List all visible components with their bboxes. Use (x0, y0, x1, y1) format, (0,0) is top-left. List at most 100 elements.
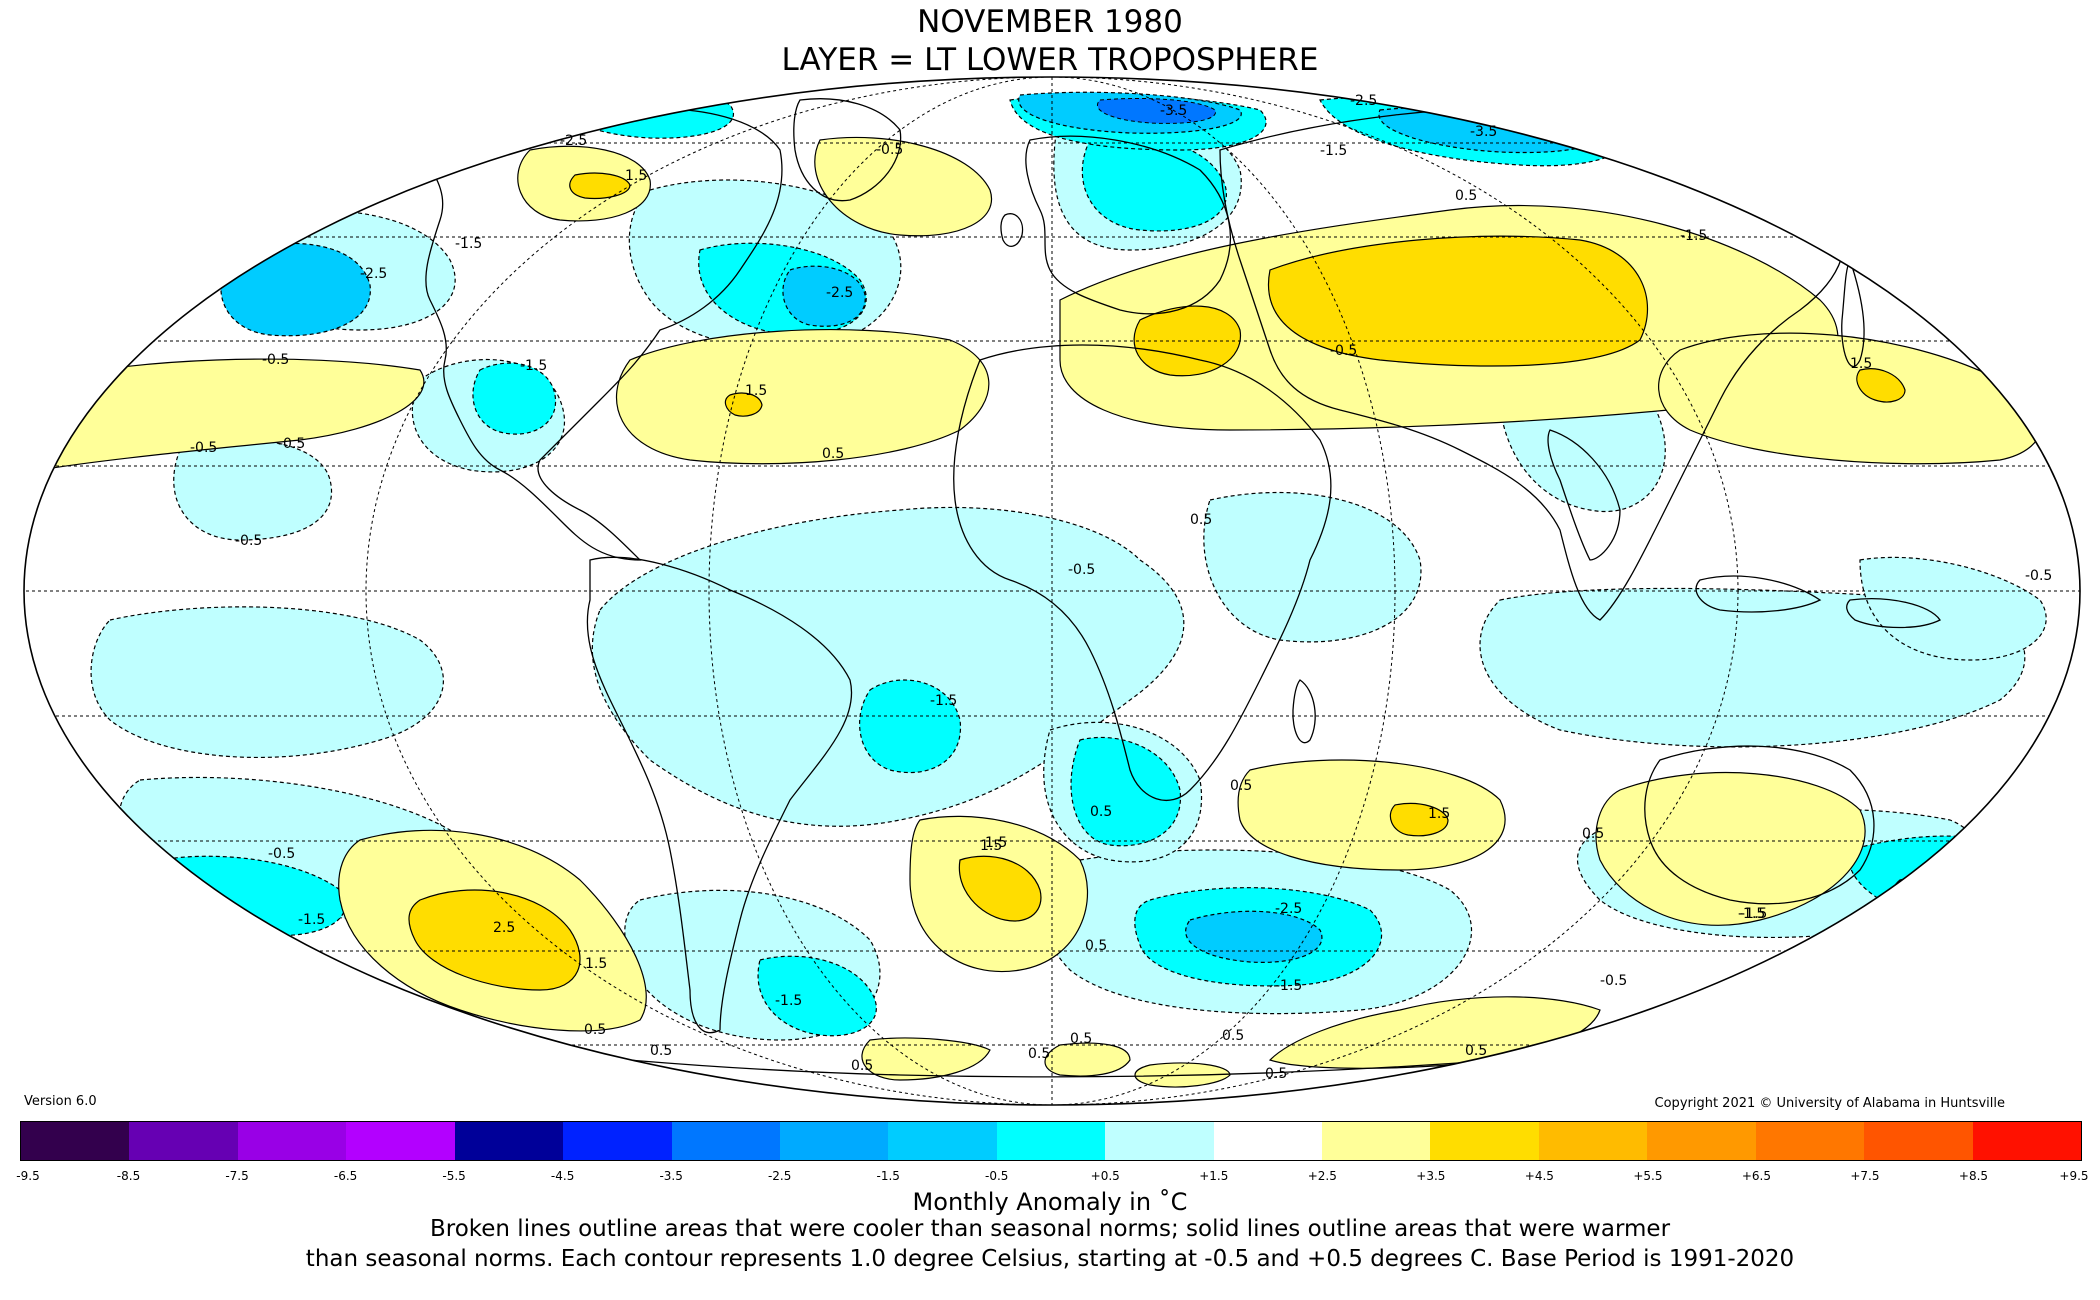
contour-label: 0.5 (851, 1058, 873, 1074)
contour-label: -0.5 (1068, 562, 1095, 578)
colorbar-tick-label: -7.5 (225, 1169, 249, 1183)
contour-label: -0.5 (268, 846, 295, 862)
colorbar-segment (888, 1122, 997, 1160)
anomaly-map: -2.5 1.5 -1.5 -2.5 -0.5 -0.5 -1.5 -0.5 1… (23, 76, 2081, 1106)
colorbar-tick-label: +7.5 (1850, 1169, 1880, 1183)
contour-label: 0.5 (1465, 1043, 1487, 1059)
contour-label: 0.5 (584, 1022, 606, 1038)
colorbar-title: Monthly Anomaly in ˚C (912, 1188, 1188, 1216)
explanation-line-2: than seasonal norms. Each contour repres… (305, 1246, 1795, 1272)
colorbar-tick-label: -0.5 (985, 1169, 1009, 1183)
colorbar-tick-label: +2.5 (1307, 1169, 1337, 1183)
contour-label: 0.5 (1222, 1028, 1244, 1044)
contour-label: 0.5 (1582, 826, 1604, 842)
contour-label: 0.5 (1265, 1066, 1287, 1082)
contour-label: -0.5 (278, 436, 305, 452)
contour-label: -0.5 (262, 352, 289, 368)
contour-label: -0.5 (190, 440, 217, 456)
map-subtitle: LAYER = LT LOWER TROPOSPHERE (781, 42, 1319, 78)
colorbar-tick-label: +6.5 (1741, 1169, 1771, 1183)
contour-label: -1.5 (1275, 978, 1302, 994)
contour-label: -1.5 (930, 693, 957, 709)
colorbar-segment (1105, 1122, 1214, 1160)
contour-label: -0.5 (876, 142, 903, 158)
contour-label: -0.5 (1330, 343, 1357, 359)
contour-label: 1.5 (745, 383, 767, 399)
colorbar-tick-label: +3.5 (1416, 1169, 1446, 1183)
contour-label: 1.5 (1850, 356, 1872, 372)
colorbar-tick-label: +5.5 (1633, 1169, 1663, 1183)
colorbar (20, 1121, 2082, 1161)
graticule (24, 77, 2080, 1105)
colorbar-segment (346, 1122, 455, 1160)
colorbar-segment (1430, 1122, 1539, 1160)
colorbar-segment (1213, 1122, 1323, 1160)
colorbar-tick-label: +4.5 (1524, 1169, 1554, 1183)
colorbar-tick-label: +1.5 (1199, 1169, 1229, 1183)
colorbar-segment (779, 1122, 889, 1160)
explanation-line-1: Broken lines outline areas that were coo… (429, 1216, 1671, 1242)
version-label: Version 6.0 (24, 1094, 97, 1109)
anomaly-fills (34, 84, 2047, 1088)
contour-label: 2.5 (493, 920, 515, 936)
contour-label: 1.5 (980, 838, 1002, 854)
contour-label: -0.5 (235, 533, 262, 549)
copyright-label: Copyright 2021 © University of Alabama i… (1654, 1096, 2005, 1111)
contour-label: -2.5 (360, 266, 387, 282)
contour-label: -1.5 (1740, 906, 1767, 922)
colorbar-tick-label: -5.5 (442, 1169, 466, 1183)
colorbar-tick-label: +0.5 (1090, 1169, 1120, 1183)
contour-label: 1.5 (625, 168, 647, 184)
contour-label: 1.5 (985, 835, 1007, 851)
contour-label: -3.5 (1160, 103, 1187, 119)
colorbar-tick-label: -3.5 (659, 1169, 683, 1183)
colorbar-tick-label: -8.5 (116, 1169, 141, 1183)
contour-label: 0.5 (822, 446, 844, 462)
colorbar-segment (1538, 1122, 1648, 1160)
colorbar-segment (454, 1122, 564, 1160)
colorbar-segment (1972, 1122, 2082, 1160)
contour-label: 0.5 (1085, 938, 1107, 954)
cool-35-regions (1097, 97, 1216, 124)
contour-label: -1.5 (520, 358, 547, 374)
contour-label: 0.5 (1230, 778, 1252, 794)
contour-label: -1.5 (775, 993, 802, 1009)
colorbar-tick-label: +8.5 (1958, 1169, 1989, 1183)
contour-label: 1.5 (585, 956, 607, 972)
colorbar-tick-label: +9.5 (2059, 1169, 2089, 1183)
contour-label: -0.5 (1600, 973, 1627, 989)
colorbar-segment (21, 1122, 130, 1160)
colorbar-tick-label: -2.5 (767, 1169, 792, 1183)
colorbar-tick-label: -9.5 (16, 1169, 40, 1183)
contour-label: 0.5 (1455, 188, 1477, 204)
map-title: NOVEMBER 1980 (917, 4, 1183, 40)
warm-15-regions (408, 172, 1906, 991)
colorbar-tick-label: -4.5 (550, 1169, 575, 1183)
contour-label: -0.5 (2025, 568, 2052, 584)
colorbar-segment (1755, 1122, 1865, 1160)
contour-label: 0.5 (1028, 1046, 1050, 1062)
contour-label: -1.5 (1680, 228, 1707, 244)
colorbar-segment (1647, 1122, 1756, 1160)
colorbar-segment (563, 1122, 672, 1160)
contour-label: -1.5 (455, 236, 482, 252)
contour-label: -2.5 (826, 285, 853, 301)
contour-label: 0.5 (650, 1043, 672, 1059)
contour-label: -1.5 (298, 912, 325, 928)
globe-outline (23, 76, 2081, 1106)
colorbar-segment (237, 1122, 347, 1160)
contour-label: 1.5 (1428, 806, 1450, 822)
contour-label: -2.5 (1275, 901, 1302, 917)
contour-label: 0.5 (1070, 1031, 1092, 1047)
contour-labels: -2.5 1.5 -1.5 -2.5 -0.5 -0.5 -1.5 -0.5 1… (190, 93, 2052, 1082)
colorbar-ticks: -9.5 -8.5 -7.5 -6.5 -5.5 -4.5 -3.5 -2.5 -1.5 -0.5… (16, 1169, 2088, 1185)
colorbar-segment (996, 1122, 1106, 1160)
contour-label: 0.5 (1090, 804, 1112, 820)
colorbar-tick-label: -1.5 (876, 1169, 900, 1183)
colorbar-segment (1864, 1122, 1973, 1160)
contour-label: -1.5 (1738, 906, 1765, 922)
contour-label: -1.5 (1320, 143, 1347, 159)
colorbar-tick-label: -6.5 (333, 1169, 358, 1183)
colorbar-segment (671, 1122, 780, 1160)
colorbar-segment (1322, 1122, 1431, 1160)
